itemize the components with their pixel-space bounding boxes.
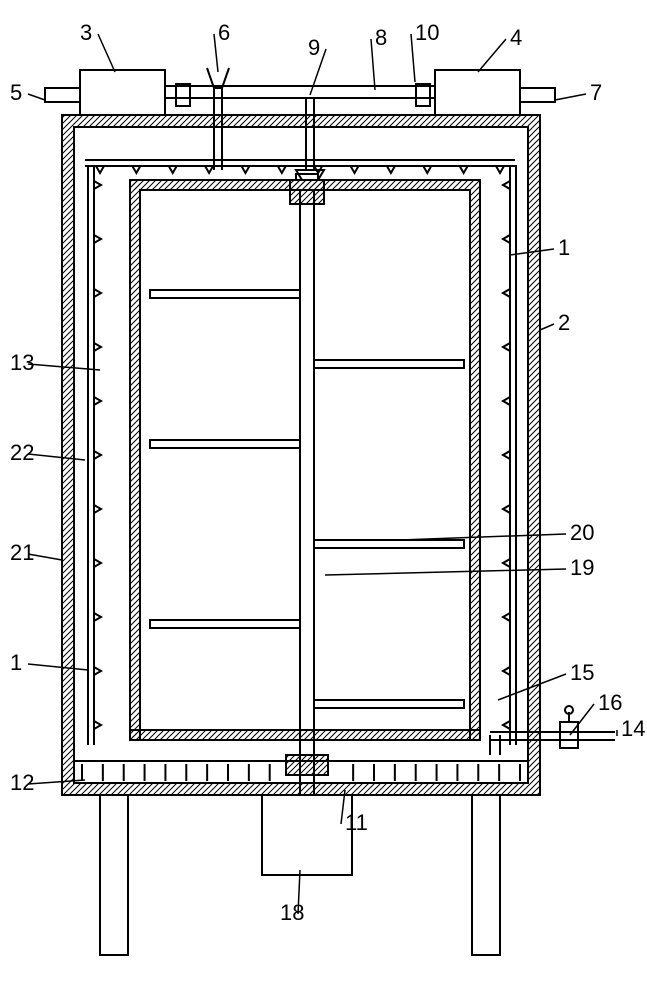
label-12: 12 — [10, 770, 34, 795]
technical-drawing: 3698104571322211121220191516141118 — [0, 0, 647, 1000]
label-3: 3 — [80, 20, 92, 45]
label-9: 9 — [308, 35, 320, 60]
label-21: 21 — [10, 540, 34, 565]
label-8: 8 — [375, 25, 387, 50]
label-19: 19 — [570, 555, 594, 580]
label-20: 20 — [570, 520, 594, 545]
label-10: 10 — [415, 20, 439, 45]
label-16: 16 — [598, 690, 622, 715]
label-6: 6 — [218, 20, 230, 45]
label-2: 2 — [558, 310, 570, 335]
label-15: 15 — [570, 660, 594, 685]
label-1: 1 — [558, 235, 570, 260]
label-1: 1 — [10, 650, 22, 675]
label-18: 18 — [280, 900, 304, 925]
label-13: 13 — [10, 350, 34, 375]
label-14: 14 — [621, 716, 645, 741]
label-11: 11 — [345, 810, 368, 835]
label-4: 4 — [510, 25, 522, 50]
label-5: 5 — [10, 80, 22, 105]
label-7: 7 — [590, 80, 602, 105]
label-22: 22 — [10, 440, 34, 465]
